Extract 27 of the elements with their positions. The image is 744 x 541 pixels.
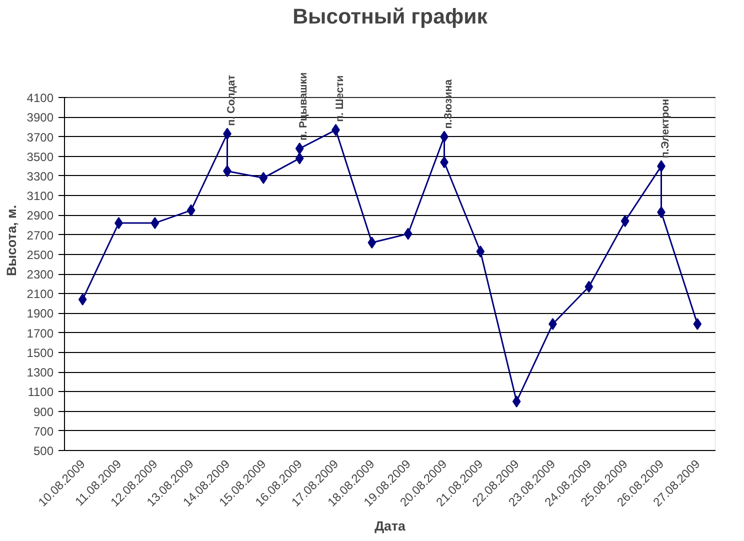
annotation: п. Солдат: [225, 74, 238, 126]
y-tick-label: 1700: [26, 326, 54, 340]
y-tick-label: 3700: [26, 130, 54, 144]
annotation: п.Зюзина: [442, 79, 454, 129]
annotation: п. Рцывашки: [298, 72, 310, 141]
y-axis-title: Высота, м.: [4, 204, 19, 276]
y-tick-label: 4100: [26, 91, 54, 106]
y-tick-label: 2900: [26, 208, 54, 223]
y-tick-label: 500: [33, 444, 54, 458]
y-tick-label: 3300: [26, 169, 54, 184]
y-tick-label: 1100: [28, 385, 54, 400]
y-tick-label: 1900: [26, 306, 54, 321]
chart-title: Высотный график: [292, 4, 488, 28]
y-tick-label: 1300: [26, 366, 54, 380]
y-tick-label: 1500: [26, 346, 54, 360]
y-tick-label: 2100: [26, 287, 54, 302]
y-tick-label: 2700: [26, 228, 54, 242]
y-tick-label: 700: [33, 424, 54, 438]
y-tick-label: 2500: [26, 248, 54, 262]
y-tick-label: 3900: [26, 110, 54, 125]
y-tick-label: 900: [33, 404, 54, 419]
y-tick-label: 3500: [26, 150, 54, 164]
annotation: п. Шести: [334, 75, 346, 122]
x-axis-title: Дата: [374, 518, 406, 534]
y-tick-label: 2300: [26, 268, 54, 282]
annotation: п.Электрон: [659, 98, 672, 158]
y-tick-label: 3100: [26, 189, 54, 204]
